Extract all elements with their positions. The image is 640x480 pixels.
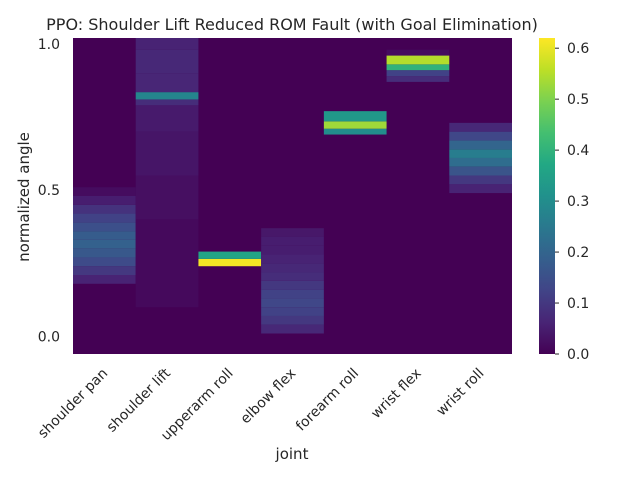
colorbar-tick-label: 0.5 [567,92,589,108]
heatmap-cell [73,187,136,196]
colorbar-tick-label: 0.1 [567,296,589,312]
y-tick-label: 0.5 [38,183,60,199]
colorbar-tick-label: 0.0 [567,347,589,363]
heatmap-cell [261,254,324,264]
y-tick-label: 1.0 [38,37,60,53]
chart-title: PPO: Shoulder Lift Reduced ROM Fault (wi… [46,15,538,34]
heatmap-cell [261,228,324,237]
heatmap-cell [449,131,512,141]
heatmap-cell [449,184,512,194]
heatmap-cell [198,251,262,259]
heatmap-cell [449,175,512,185]
colorbar [539,38,555,354]
heatmap-cell [135,105,199,132]
heatmap-cell [135,219,199,308]
heatmap-cell [73,248,136,258]
y-tick-label: 0.0 [38,329,60,345]
heatmap-cell [449,122,512,132]
colorbar-tick-label: 0.4 [567,143,589,159]
y-axis-label: normalized angle [15,132,33,262]
heatmap-cell [323,111,387,122]
heatmap-cell [73,196,136,205]
heatmap-cell [135,73,199,93]
heatmap-cell [386,55,450,65]
heatmap-cell [261,236,324,246]
heatmap-cell [261,307,324,316]
heatmap-cell [261,263,324,273]
heatmap-cell [386,76,450,82]
x-axis-label: joint [275,445,309,463]
heatmap-cell [73,239,136,249]
heatmap-cell [135,49,199,74]
heatmap-cell [73,222,136,232]
heatmap-cell [449,157,512,167]
heatmap-cell [135,38,199,50]
heatmap-cell [261,280,324,290]
heatmap-cell [135,92,199,100]
heatmap-cell [323,121,387,129]
heatmap-cell [73,213,136,223]
colorbar-tick-label: 0.6 [567,41,589,57]
heatmap-cell [73,275,136,284]
heatmap-cell [135,99,199,106]
heatmap-cell [198,258,262,267]
colorbar-tick-label: 0.3 [567,194,589,210]
heatmap-cell [135,175,199,220]
heatmap-cell [73,266,136,275]
heatmap-cell [449,149,512,158]
colorbar-tick-label: 0.2 [567,245,589,261]
heatmap-cell [449,140,512,150]
heatmap-cell [73,231,136,240]
heatmap-cell [261,298,324,308]
heatmap-cell [261,245,324,255]
heatmap-cell [73,204,136,214]
heatmap-cell [386,70,450,77]
heatmap-cell [73,257,136,267]
heatmap-cells [73,38,512,334]
heatmap-cell [386,64,450,71]
heatmap-cell [386,49,450,56]
heatmap-cell [261,272,324,281]
heatmap-cell [261,324,324,334]
heatmap-cell [135,131,199,176]
y-axis-ticks: 1.0 0.5 0.0 [38,37,60,346]
heatmap-cell [449,166,512,176]
heatmap-cell [323,128,387,135]
colorbar-ticks: 0.0 0.1 0.2 0.3 0.4 0.5 0.6 [555,41,589,363]
heatmap-cell [261,289,324,299]
heatmap-cell [261,315,324,325]
